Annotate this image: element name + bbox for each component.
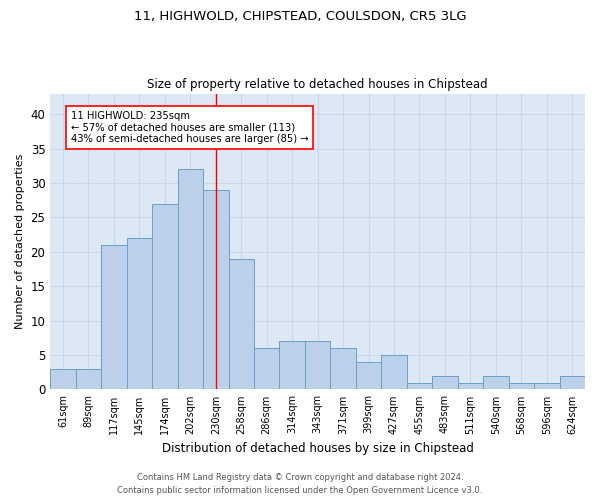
- Bar: [560, 376, 585, 390]
- Bar: [127, 238, 152, 390]
- Text: 11, HIGHWOLD, CHIPSTEAD, COULSDON, CR5 3LG: 11, HIGHWOLD, CHIPSTEAD, COULSDON, CR5 3…: [134, 10, 466, 23]
- Bar: [203, 190, 229, 390]
- Bar: [101, 245, 127, 390]
- Bar: [280, 342, 305, 390]
- Title: Size of property relative to detached houses in Chipstead: Size of property relative to detached ho…: [148, 78, 488, 91]
- Bar: [254, 348, 280, 390]
- Bar: [534, 382, 560, 390]
- Bar: [331, 348, 356, 390]
- Bar: [152, 204, 178, 390]
- Bar: [50, 369, 76, 390]
- Bar: [76, 369, 101, 390]
- Y-axis label: Number of detached properties: Number of detached properties: [15, 154, 25, 329]
- Bar: [178, 169, 203, 390]
- Bar: [432, 376, 458, 390]
- Bar: [382, 355, 407, 390]
- Bar: [483, 376, 509, 390]
- Bar: [458, 382, 483, 390]
- Bar: [356, 362, 382, 390]
- Text: Contains HM Land Registry data © Crown copyright and database right 2024.
Contai: Contains HM Land Registry data © Crown c…: [118, 474, 482, 495]
- X-axis label: Distribution of detached houses by size in Chipstead: Distribution of detached houses by size …: [162, 442, 473, 455]
- Text: 11 HIGHWOLD: 235sqm
← 57% of detached houses are smaller (113)
43% of semi-detac: 11 HIGHWOLD: 235sqm ← 57% of detached ho…: [71, 111, 308, 144]
- Bar: [509, 382, 534, 390]
- Bar: [407, 382, 432, 390]
- Bar: [305, 342, 331, 390]
- Bar: [229, 258, 254, 390]
